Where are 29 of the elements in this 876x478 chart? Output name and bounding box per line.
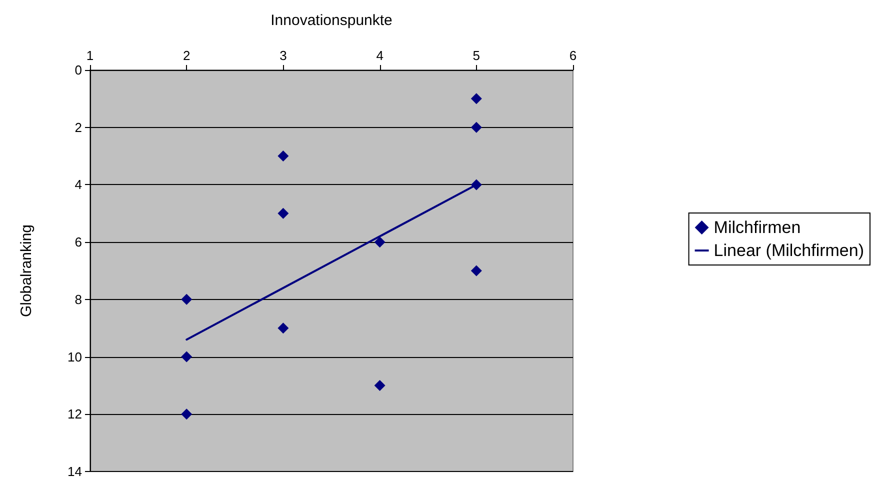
x-tick-label: 3: [280, 48, 287, 63]
point: [278, 322, 289, 334]
legend-label: Linear (Milchfirmen): [714, 241, 864, 260]
y-tick-label: 6: [74, 234, 82, 250]
point: [470, 122, 482, 133]
point: [278, 150, 289, 162]
point: [181, 294, 192, 305]
point: [181, 351, 192, 362]
point: [181, 408, 192, 420]
point: [278, 208, 289, 219]
y-tick-label: 14: [68, 464, 82, 478]
x-tick-label: 4: [376, 48, 384, 63]
y-axis-title: Globalranking: [18, 224, 35, 318]
point: [374, 380, 386, 391]
y-tick-label: 10: [68, 349, 82, 364]
x-tick-label: 1: [86, 48, 94, 63]
x-tick-label: 2: [182, 48, 190, 63]
x-axis-title: Innovationspunkte: [270, 12, 392, 29]
y-tick-label: 0: [74, 62, 82, 78]
legend-label: Milchfirmen: [714, 218, 801, 237]
y-tick-label: 2: [74, 120, 82, 135]
point: [470, 93, 482, 104]
y-tick-label: 4: [74, 177, 82, 192]
point: [470, 265, 482, 276]
y-tick-label: 12: [68, 406, 82, 422]
point: [374, 236, 386, 248]
y-tick-label: 8: [74, 292, 82, 307]
x-tick-label: 6: [569, 48, 577, 63]
x-tick-label: 5: [472, 48, 480, 63]
